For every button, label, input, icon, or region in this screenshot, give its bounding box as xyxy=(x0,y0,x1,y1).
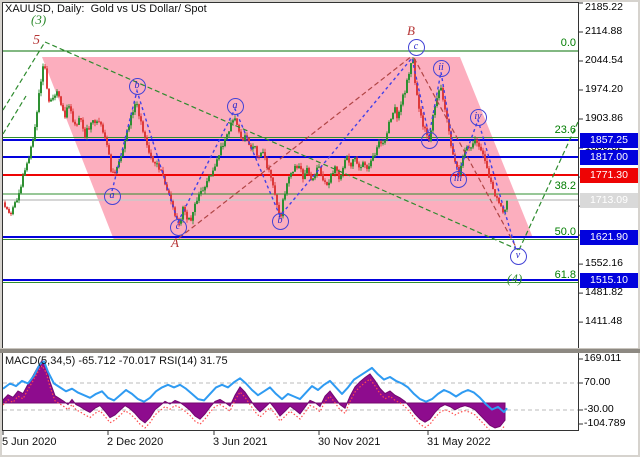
date-axis-label: 31 May 2022 xyxy=(427,436,491,448)
price-marker-box: 1771.30 xyxy=(580,167,638,183)
wave-label-text: (4) xyxy=(507,271,523,286)
price-marker-box: 1515.10 xyxy=(580,272,638,288)
wave-label-circled[interactable]: iii xyxy=(449,170,467,188)
wave-label-text: B xyxy=(407,23,415,38)
wave-label-circled[interactable]: b xyxy=(128,77,146,95)
fib-level-label: 50.0 xyxy=(554,225,576,238)
panel-splitter[interactable] xyxy=(0,348,640,353)
date-axis-label: 2 Dec 2020 xyxy=(107,436,164,448)
date-axis-label: 3 Jun 2021 xyxy=(213,436,268,448)
price-axis-label: 1481.82 xyxy=(585,286,623,299)
macd-axis-label: 169.011 xyxy=(584,352,622,364)
wave-label-circled[interactable]: c xyxy=(169,218,187,236)
macd-indicator-label: MACD(5,34,5) -65.712 -70.017 RSI(14) 31.… xyxy=(5,355,228,367)
wave-label-circled[interactable]: iv xyxy=(469,108,487,126)
wave-label-text: 5 xyxy=(33,33,40,48)
chart-title: XAUUSD, Daily: Gold vs US Dollar/ Spot xyxy=(5,3,207,15)
macd-axis-label: -30.00 xyxy=(584,403,614,415)
price-axis-label: 2114.88 xyxy=(585,25,623,37)
fib-level-label: 61.8 xyxy=(554,268,576,281)
price-axis-label: 2044.54 xyxy=(585,54,623,67)
wave-label-circled[interactable]: a xyxy=(103,187,121,205)
wave-label-circled[interactable]: a xyxy=(226,97,244,115)
fib-level-label: 0.0 xyxy=(560,37,576,49)
price-marker-box: 1621.90 xyxy=(580,229,638,245)
wave-label-circled[interactable]: c xyxy=(407,38,425,56)
price-marker-box: 1857.25 xyxy=(580,132,638,148)
macd-axis-label: -104.789 xyxy=(584,417,626,429)
price-axis-label: 1974.20 xyxy=(585,83,623,96)
wave-label-circled[interactable]: v xyxy=(509,247,527,265)
price-axis-label: 1552.16 xyxy=(585,257,623,270)
price-marker-box: 1817.00 xyxy=(580,149,638,165)
price-axis-label: 2185.22 xyxy=(585,1,623,13)
wave-label-text: (3) xyxy=(31,12,47,27)
date-axis-label: 30 Nov 2021 xyxy=(318,436,381,448)
macd-axis-label: 70.00 xyxy=(584,376,611,388)
date-axis-label: 5 Jun 2020 xyxy=(2,436,57,448)
wave-label-circled[interactable]: i xyxy=(420,131,438,149)
wave-label-text: A xyxy=(171,235,179,250)
price-axis-label: 1411.48 xyxy=(585,315,623,328)
price-marker-box: 1713.09 xyxy=(580,192,638,208)
fib-level-label: 23.6 xyxy=(554,123,576,136)
fib-level-label: 38.2 xyxy=(554,180,576,192)
price-axis-label: 1903.86 xyxy=(585,112,623,125)
wave-label-circled[interactable]: ii xyxy=(432,59,450,77)
wave-label-circled[interactable]: b xyxy=(271,212,289,230)
